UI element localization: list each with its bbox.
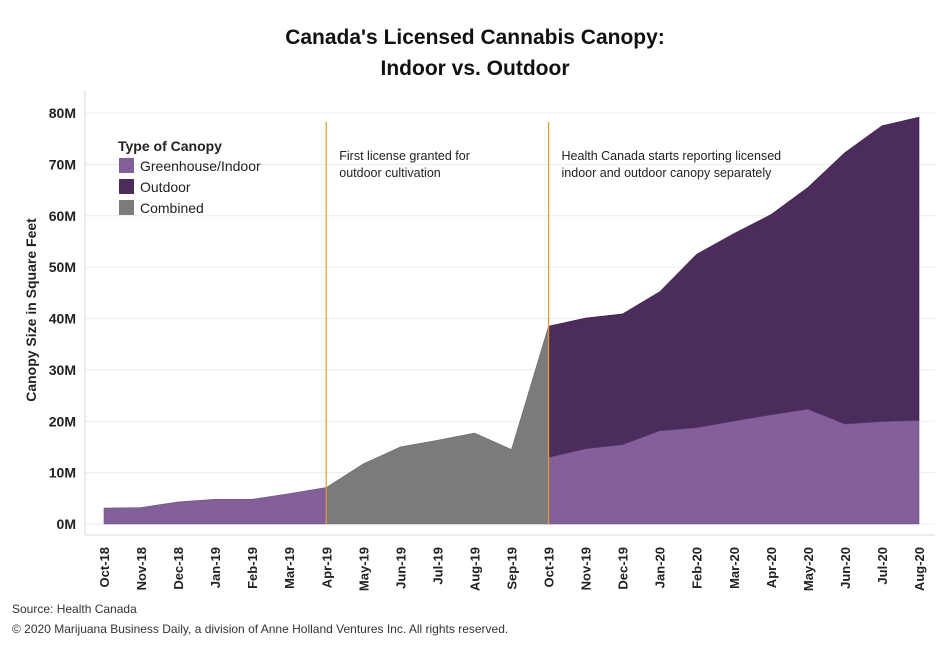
- y-tick-label: 20M: [49, 413, 76, 429]
- gridlines: [84, 90, 935, 536]
- plot-area: [103, 116, 920, 525]
- y-tick-label: 70M: [49, 156, 76, 172]
- x-tick-label: Aug-19: [467, 547, 482, 591]
- y-tick-label: 50M: [49, 259, 76, 275]
- x-tick-label: Jan-19: [208, 547, 223, 588]
- chart-title-line-2: Indoor vs. Outdoor: [381, 57, 570, 80]
- legend-swatch: [119, 179, 134, 194]
- copyright-note: © 2020 Marijuana Business Daily, a divis…: [12, 622, 509, 636]
- x-tick-label: Jul-19: [430, 547, 445, 585]
- y-tick-label: 80M: [49, 105, 76, 121]
- x-tick-label: Feb-19: [245, 547, 260, 589]
- x-tick-label: Jun-19: [393, 547, 408, 589]
- legend: Type of Canopy Greenhouse/Indoor Outdoor C…: [118, 138, 261, 216]
- x-tick-label: Oct-19: [542, 547, 557, 587]
- annotation-text: indoor and outdoor canopy separately: [562, 166, 773, 180]
- x-tick-label: Mar-20: [727, 547, 742, 589]
- legend-swatch: [119, 158, 134, 173]
- x-tick-label: Nov-19: [579, 547, 594, 590]
- legend-swatch: [119, 200, 134, 215]
- x-tick-label: Jun-20: [838, 547, 853, 589]
- x-tick-label: May-19: [356, 547, 371, 591]
- x-tick-label: Jul-20: [875, 547, 890, 585]
- legend-title: Type of Canopy: [118, 138, 222, 154]
- legend-label: Greenhouse/Indoor: [140, 158, 261, 174]
- legend-label: Outdoor: [140, 179, 191, 195]
- x-tick-label: Oct-18: [97, 547, 112, 587]
- x-tick-label: Apr-19: [319, 547, 334, 588]
- y-tick-label: 0M: [57, 516, 76, 532]
- annotation-text: Health Canada starts reporting licensed: [562, 149, 782, 163]
- source-note: Source: Health Canada: [12, 602, 137, 616]
- area-combined: [326, 326, 549, 525]
- y-tick-label: 60M: [49, 208, 76, 224]
- x-tick-label: May-20: [801, 547, 816, 591]
- x-tick-label: Jan-20: [653, 547, 668, 588]
- x-tick-label: Nov-18: [134, 547, 149, 590]
- x-tick-label: Feb-20: [690, 547, 705, 589]
- x-tick-label: Apr-20: [764, 547, 779, 588]
- annotation-text: First license granted for: [339, 149, 470, 163]
- legend-label: Combined: [140, 200, 204, 216]
- y-tick-label: 40M: [49, 311, 76, 327]
- y-axis: 0M 10M 20M 30M 40M 50M 60M 70M 80M: [49, 105, 76, 532]
- y-tick-label: 30M: [49, 362, 76, 378]
- annotations: First license granted for outdoor cultiva…: [325, 122, 782, 524]
- x-tick-label: Mar-19: [282, 547, 297, 589]
- x-axis: Oct-18 Nov-18 Dec-18 Jan-19 Feb-19 Mar-19 Apr-…: [97, 547, 927, 591]
- x-tick-label: Dec-19: [616, 547, 631, 590]
- x-tick-label: Sep-19: [505, 547, 520, 590]
- area-greenhouse-indoor: [103, 487, 327, 525]
- x-tick-label: Aug-20: [912, 547, 927, 591]
- x-tick-label: Dec-18: [171, 547, 186, 590]
- annotation-text: outdoor cultivation: [339, 166, 441, 180]
- y-tick-label: 10M: [49, 465, 76, 481]
- chart-title-line-1: Canada's Licensed Cannabis Canopy:: [285, 26, 665, 49]
- area-greenhouse-indoor: [548, 409, 920, 525]
- y-axis-title: Canopy Size in Square Feet: [23, 218, 39, 402]
